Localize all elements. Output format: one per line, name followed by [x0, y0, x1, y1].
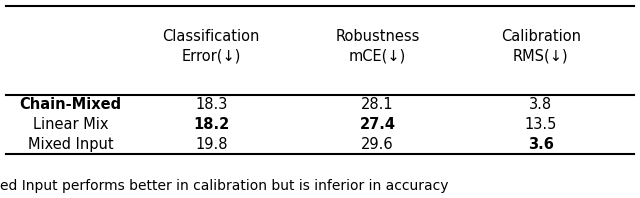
Text: 18.2: 18.2 — [193, 117, 229, 132]
Text: 18.3: 18.3 — [195, 97, 227, 112]
Text: Linear Mix: Linear Mix — [33, 117, 108, 132]
Text: 29.6: 29.6 — [362, 137, 394, 152]
Text: 3.8: 3.8 — [529, 97, 552, 112]
Text: Calibration
RMS(↓): Calibration RMS(↓) — [500, 29, 581, 64]
Text: ed Input performs better in calibration but is inferior in accuracy: ed Input performs better in calibration … — [0, 179, 449, 193]
Text: Chain-Mixed: Chain-Mixed — [19, 97, 122, 112]
Text: 27.4: 27.4 — [360, 117, 396, 132]
Text: Mixed Input: Mixed Input — [28, 137, 113, 152]
Text: 28.1: 28.1 — [362, 97, 394, 112]
Text: 3.6: 3.6 — [528, 137, 554, 152]
Text: Robustness
mCE(↓): Robustness mCE(↓) — [335, 29, 420, 64]
Text: Classification
Error(↓): Classification Error(↓) — [163, 29, 260, 64]
Text: 13.5: 13.5 — [525, 117, 557, 132]
Text: 19.8: 19.8 — [195, 137, 227, 152]
